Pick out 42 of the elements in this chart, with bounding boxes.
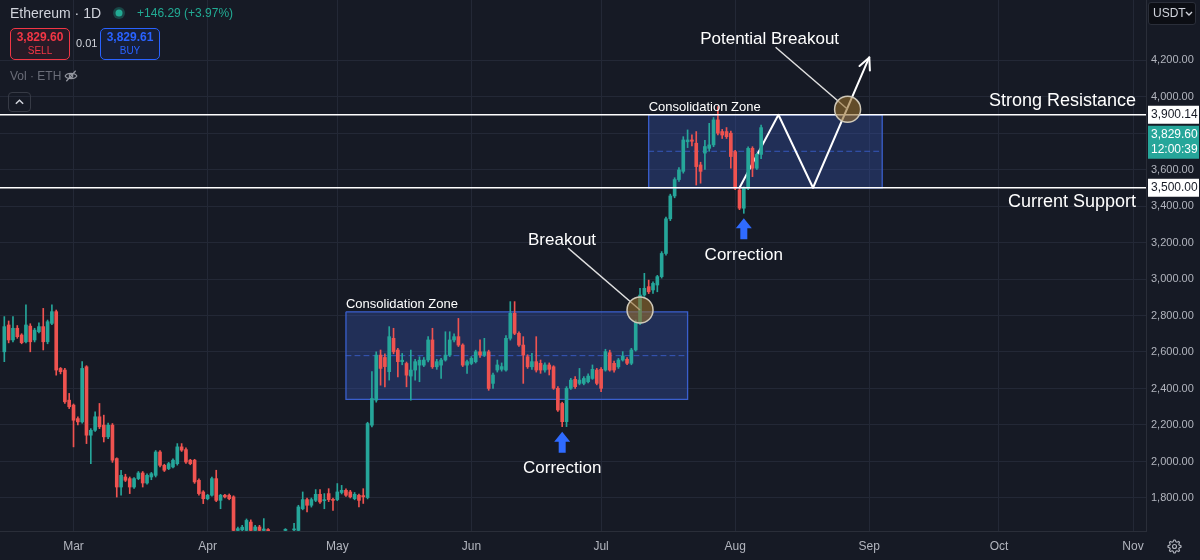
y-tick-label: 2,800.00 — [1151, 308, 1194, 321]
annotation: Vol · ETH — [10, 69, 62, 83]
text: +146.29 (+3.97%) — [137, 6, 234, 20]
text: 12:00:39 — [1151, 142, 1199, 157]
annotation: Potential Breakout — [700, 28, 840, 48]
annotation: Consolidation Zone — [345, 295, 458, 311]
y-axis-title: USDT — [1153, 6, 1186, 20]
text: 3,900.14 — [1151, 107, 1199, 122]
annotation: Correction — [522, 458, 602, 478]
x-tick-label: Jun — [461, 538, 482, 553]
x-tick-label: Oct — [989, 538, 1009, 553]
x-tick-label: Sep — [858, 538, 881, 553]
y-tick-label: 3,600.00 — [1151, 162, 1194, 175]
y-tick-label: 2,600.00 — [1151, 345, 1194, 358]
x-tick-label: Jul — [593, 538, 609, 553]
y-tick-label: 4,200.00 — [1151, 53, 1194, 66]
x-tick-label: May — [325, 538, 349, 553]
x-tick-label: Apr — [198, 538, 217, 553]
x-tick-label: Mar — [63, 538, 84, 553]
annotation: 3,829.61 — [106, 30, 154, 44]
y-tick-label: 3,400.00 — [1151, 199, 1194, 212]
x-tick-label: Aug — [724, 538, 746, 553]
text: 3,500.00 — [1151, 180, 1199, 195]
y-tick-label: 2,400.00 — [1151, 381, 1194, 394]
annotation: Consolidation Zone — [648, 98, 761, 114]
chart-title: Ethereum · 1D — [10, 5, 102, 21]
y-tick-label: 1,800.00 — [1151, 491, 1194, 503]
y-tick-label: 4,000.00 — [1151, 89, 1194, 102]
annotation: 3,829.60 — [16, 30, 64, 44]
annotation: BUY — [119, 44, 141, 58]
y-tick-label: 2,000.00 — [1151, 454, 1194, 467]
ref-line-label: Current Support — [1007, 190, 1136, 211]
annotation: Breakout — [528, 229, 597, 249]
ref-line-label: Strong Resistance — [988, 89, 1136, 110]
text: 3,829.60 — [1151, 127, 1199, 142]
y-tick-label: 3,200.00 — [1151, 235, 1194, 248]
annotation: SELL — [27, 44, 53, 58]
y-tick-label: 3,000.00 — [1151, 272, 1194, 285]
annotation: Correction — [704, 245, 784, 264]
y-tick-label: 2,200.00 — [1151, 418, 1194, 431]
annotation: 0.01 — [76, 37, 98, 49]
x-tick-label: Nov — [1122, 538, 1144, 553]
